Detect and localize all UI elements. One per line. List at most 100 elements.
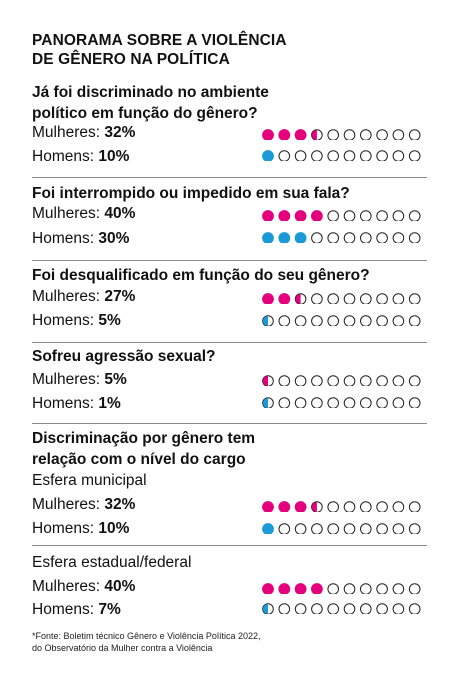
dot-mark	[294, 523, 307, 534]
dot-mark	[311, 583, 323, 594]
dot-mark	[392, 315, 405, 326]
dot-mark	[343, 232, 356, 243]
dot-row-men	[262, 315, 421, 326]
row-women: Mulheres: 40%	[32, 578, 135, 596]
dot-mark	[360, 375, 372, 386]
dot-mark	[262, 150, 274, 161]
series-label: Mulheres:	[32, 205, 101, 222]
value-label: 7%	[98, 601, 121, 618]
dot-mark	[262, 129, 274, 140]
dot-mark	[311, 501, 323, 512]
dot-mark	[392, 129, 405, 140]
divider	[32, 342, 427, 343]
question-line: político em função do gênero?	[32, 105, 258, 122]
dot-mark	[343, 583, 356, 594]
dot-row-women	[262, 375, 421, 386]
dot-mark	[278, 397, 291, 408]
dot-mark	[376, 523, 388, 534]
dot-mark	[262, 501, 274, 512]
dot-mark	[278, 293, 291, 304]
dot-mark	[278, 315, 291, 326]
dot-mark	[262, 232, 274, 243]
dot-mark	[343, 523, 356, 534]
dot-mark	[408, 583, 421, 594]
dot-mark	[360, 397, 372, 408]
dot-mark	[311, 293, 323, 304]
subtitle-municipal: Esfera municipal	[32, 472, 147, 489]
dot-mark	[343, 603, 356, 614]
dot-mark	[311, 232, 323, 243]
dot-mark	[392, 293, 405, 304]
dot-mark	[360, 583, 372, 594]
series-label: Homens:	[32, 148, 95, 165]
dot-mark	[408, 210, 421, 221]
row-men: Homens: 10%	[32, 520, 129, 538]
dot-mark	[376, 232, 388, 243]
question-line: Foi desqualificado em função do seu gêne…	[32, 267, 370, 284]
divider	[32, 177, 427, 178]
series-label: Homens:	[32, 520, 95, 537]
dot-mark	[408, 129, 421, 140]
dot-mark	[278, 210, 291, 221]
dot-mark	[262, 315, 274, 326]
value-label: 1%	[98, 395, 121, 412]
title-line-2: DE GÊNERO NA POLÍTICA	[32, 51, 230, 68]
dot-mark	[360, 501, 372, 512]
dot-mark	[408, 501, 421, 512]
series-label: Mulheres:	[32, 371, 101, 388]
footnote: *Fonte: Boletim técnico Gênero e Violênc…	[32, 631, 260, 654]
dot-mark	[343, 501, 356, 512]
dot-mark	[392, 210, 405, 221]
footnote-line: do Observatório da Mulher contra a Violê…	[32, 642, 213, 653]
dot-row-men	[262, 150, 421, 161]
dot-mark	[278, 375, 291, 386]
page-title: PANORAMA SOBRE A VIOLÊNCIA DE GÊNERO NA …	[32, 31, 287, 69]
row-women: Mulheres: 40%	[32, 205, 135, 223]
dot-mark	[278, 603, 291, 614]
dot-mark	[376, 293, 388, 304]
dot-mark	[294, 293, 307, 304]
dot-mark	[376, 501, 388, 512]
dot-row-women	[262, 293, 421, 304]
dot-mark	[376, 603, 388, 614]
dot-mark	[294, 603, 307, 614]
dot-mark	[376, 315, 388, 326]
dot-mark	[278, 129, 291, 140]
series-label: Homens:	[32, 312, 95, 329]
dot-mark	[294, 397, 307, 408]
dot-mark	[278, 501, 291, 512]
dot-row-women	[262, 129, 421, 140]
dot-row-men	[262, 603, 421, 614]
dot-mark	[408, 315, 421, 326]
dot-mark	[360, 210, 372, 221]
divider	[32, 260, 427, 261]
dot-mark	[408, 375, 421, 386]
dot-mark	[360, 293, 372, 304]
row-men: Homens: 1%	[32, 395, 121, 413]
dot-mark	[327, 397, 339, 408]
dot-mark	[343, 315, 356, 326]
dot-mark	[360, 129, 372, 140]
footnote-line: *Fonte: Boletim técnico Gênero e Violênc…	[32, 631, 261, 641]
dot-mark	[311, 150, 323, 161]
dot-row-women	[262, 501, 421, 512]
dot-mark	[294, 210, 307, 221]
dot-mark	[408, 523, 421, 534]
dot-mark	[343, 210, 356, 221]
dot-mark	[327, 583, 339, 594]
dot-mark	[278, 583, 291, 594]
question-line: Já foi discriminado no ambiente	[32, 84, 269, 101]
dot-mark	[327, 315, 339, 326]
dot-mark	[262, 603, 274, 614]
dot-mark	[294, 150, 307, 161]
row-men: Homens: 5%	[32, 312, 121, 330]
series-label: Homens:	[32, 230, 95, 247]
dot-mark	[360, 523, 372, 534]
value-label: 27%	[104, 288, 136, 305]
dot-mark	[327, 150, 339, 161]
dot-mark	[408, 603, 421, 614]
series-label: Mulheres:	[32, 496, 101, 513]
value-label: 32%	[104, 496, 136, 513]
dot-row-men	[262, 523, 421, 534]
